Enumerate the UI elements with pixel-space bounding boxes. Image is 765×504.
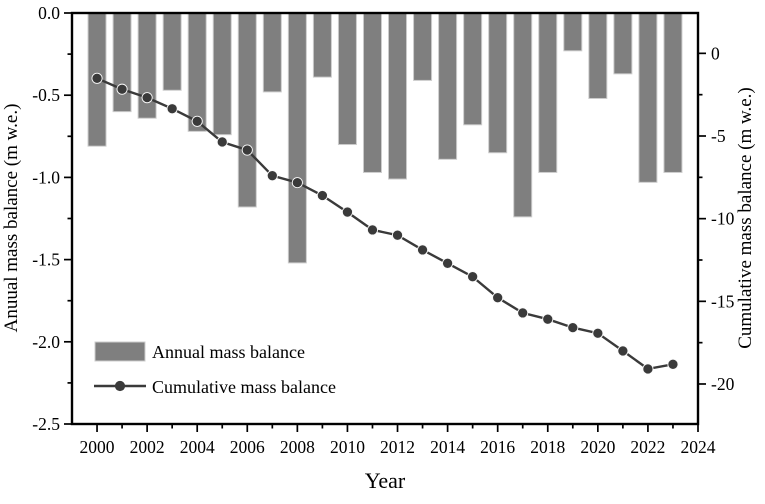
y-left-tick-label: -1.5 <box>32 250 60 270</box>
y-right-tick-label: 0 <box>711 43 720 63</box>
bar-2020 <box>588 12 608 99</box>
legend-dot-swatch <box>114 380 126 392</box>
x-tick-label: 2006 <box>230 437 265 457</box>
cumulative-point-2013 <box>417 244 429 256</box>
cumulative-point-2011 <box>366 224 379 236</box>
y-axis-left: 0.0 -0.5 -1.0 -1.5 -2.0 -2.5 Anuual mass balan… <box>1 3 72 434</box>
x-tick-label: 2016 <box>480 437 515 457</box>
x-tick-label: 2010 <box>330 437 365 457</box>
bar-2011 <box>362 12 382 173</box>
cumulative-point-2006 <box>241 144 253 156</box>
x-axis-title: Year <box>365 468 406 493</box>
y-axis-right: 0 -5 -10 -15 -20 Cumulative mass balance (m w… <box>698 43 756 394</box>
y-left-tick-label: 0.0 <box>38 3 60 23</box>
bar-2008 <box>287 12 307 264</box>
x-tick-label: 2002 <box>130 437 165 457</box>
bar-2014 <box>438 12 458 160</box>
cumulative-point-2020 <box>592 327 604 339</box>
x-tick-label: 2024 <box>681 437 716 457</box>
cumulative-point-2017 <box>517 307 529 319</box>
legend-label-annual: Annual mass balance <box>152 342 305 362</box>
cumulative-point-2014 <box>442 257 454 269</box>
bar-2003 <box>162 12 182 91</box>
y-left-tick-label: -2.0 <box>32 332 60 352</box>
cumulative-mass-balance-line <box>91 72 679 375</box>
bar-2007 <box>262 12 282 93</box>
bar-2021 <box>613 12 633 75</box>
bar-2018 <box>538 12 558 173</box>
bar-2010 <box>337 12 357 146</box>
cumulative-point-2002 <box>141 92 153 104</box>
bar-2023 <box>663 12 683 173</box>
cumulative-point-2018 <box>542 313 554 325</box>
y-right-axis-title: Cumulative mass balance (m w.e.) <box>735 87 756 349</box>
cumulative-point-2019 <box>567 322 579 334</box>
cumulative-point-2007 <box>266 170 278 182</box>
bar-2015 <box>463 12 483 126</box>
cumulative-point-2010 <box>341 206 353 218</box>
bar-2013 <box>413 12 433 81</box>
cumulative-point-2005 <box>216 136 228 148</box>
cumulative-point-2009 <box>316 189 328 202</box>
bar-2009 <box>312 12 332 78</box>
legend: Annual mass balance Cumulative mass balan… <box>94 341 336 397</box>
cumulative-point-2001 <box>116 83 128 95</box>
cumulative-point-2004 <box>191 115 203 127</box>
bar-2016 <box>488 12 508 154</box>
cumulative-point-2003 <box>166 103 178 115</box>
y-right-tick-label: -10 <box>711 209 735 229</box>
x-tick-label: 2022 <box>630 437 665 457</box>
x-tick-label: 2000 <box>80 437 115 457</box>
cumulative-point-2012 <box>391 229 404 241</box>
bar-2001 <box>112 12 132 113</box>
bar-2004 <box>187 12 207 132</box>
bar-2012 <box>388 12 408 180</box>
cumulative-point-2022 <box>642 363 654 375</box>
x-tick-label: 2004 <box>180 437 215 457</box>
cumulative-point-2000 <box>91 72 103 84</box>
x-tick-label: 2012 <box>380 437 415 457</box>
x-tick-label: 2008 <box>280 437 315 457</box>
y-left-tick-label: -1.0 <box>32 167 60 187</box>
x-tick-label: 2020 <box>580 437 615 457</box>
bar-2022 <box>638 12 658 183</box>
cumulative-point-2016 <box>492 292 504 304</box>
y-right-tick-label: -5 <box>711 126 726 146</box>
y-right-tick-label: -20 <box>711 374 735 394</box>
y-left-tick-label: -2.5 <box>32 414 60 434</box>
y-left-axis-title: Anuual mass balance (m w.e.) <box>1 104 22 333</box>
bar-2019 <box>563 12 583 52</box>
legend-bar-swatch <box>94 341 146 362</box>
cumulative-point-2023 <box>667 358 679 370</box>
y-right-tick-label: -15 <box>711 291 735 311</box>
x-axis: 2000 2002 2004 2006 2008 2010 2012 2014 2016 2018… <box>80 424 716 493</box>
bar-2005 <box>212 12 232 136</box>
bar-2017 <box>513 12 533 218</box>
cumulative-point-2015 <box>467 271 479 283</box>
legend-label-cumulative: Cumulative mass balance <box>152 377 336 397</box>
cumulative-point-2021 <box>617 345 629 357</box>
cumulative-point-2008 <box>291 177 303 189</box>
bar-2006 <box>237 12 257 208</box>
y-left-tick-label: -0.5 <box>32 85 60 105</box>
x-tick-label: 2014 <box>430 437 465 457</box>
x-tick-label: 2018 <box>530 437 565 457</box>
